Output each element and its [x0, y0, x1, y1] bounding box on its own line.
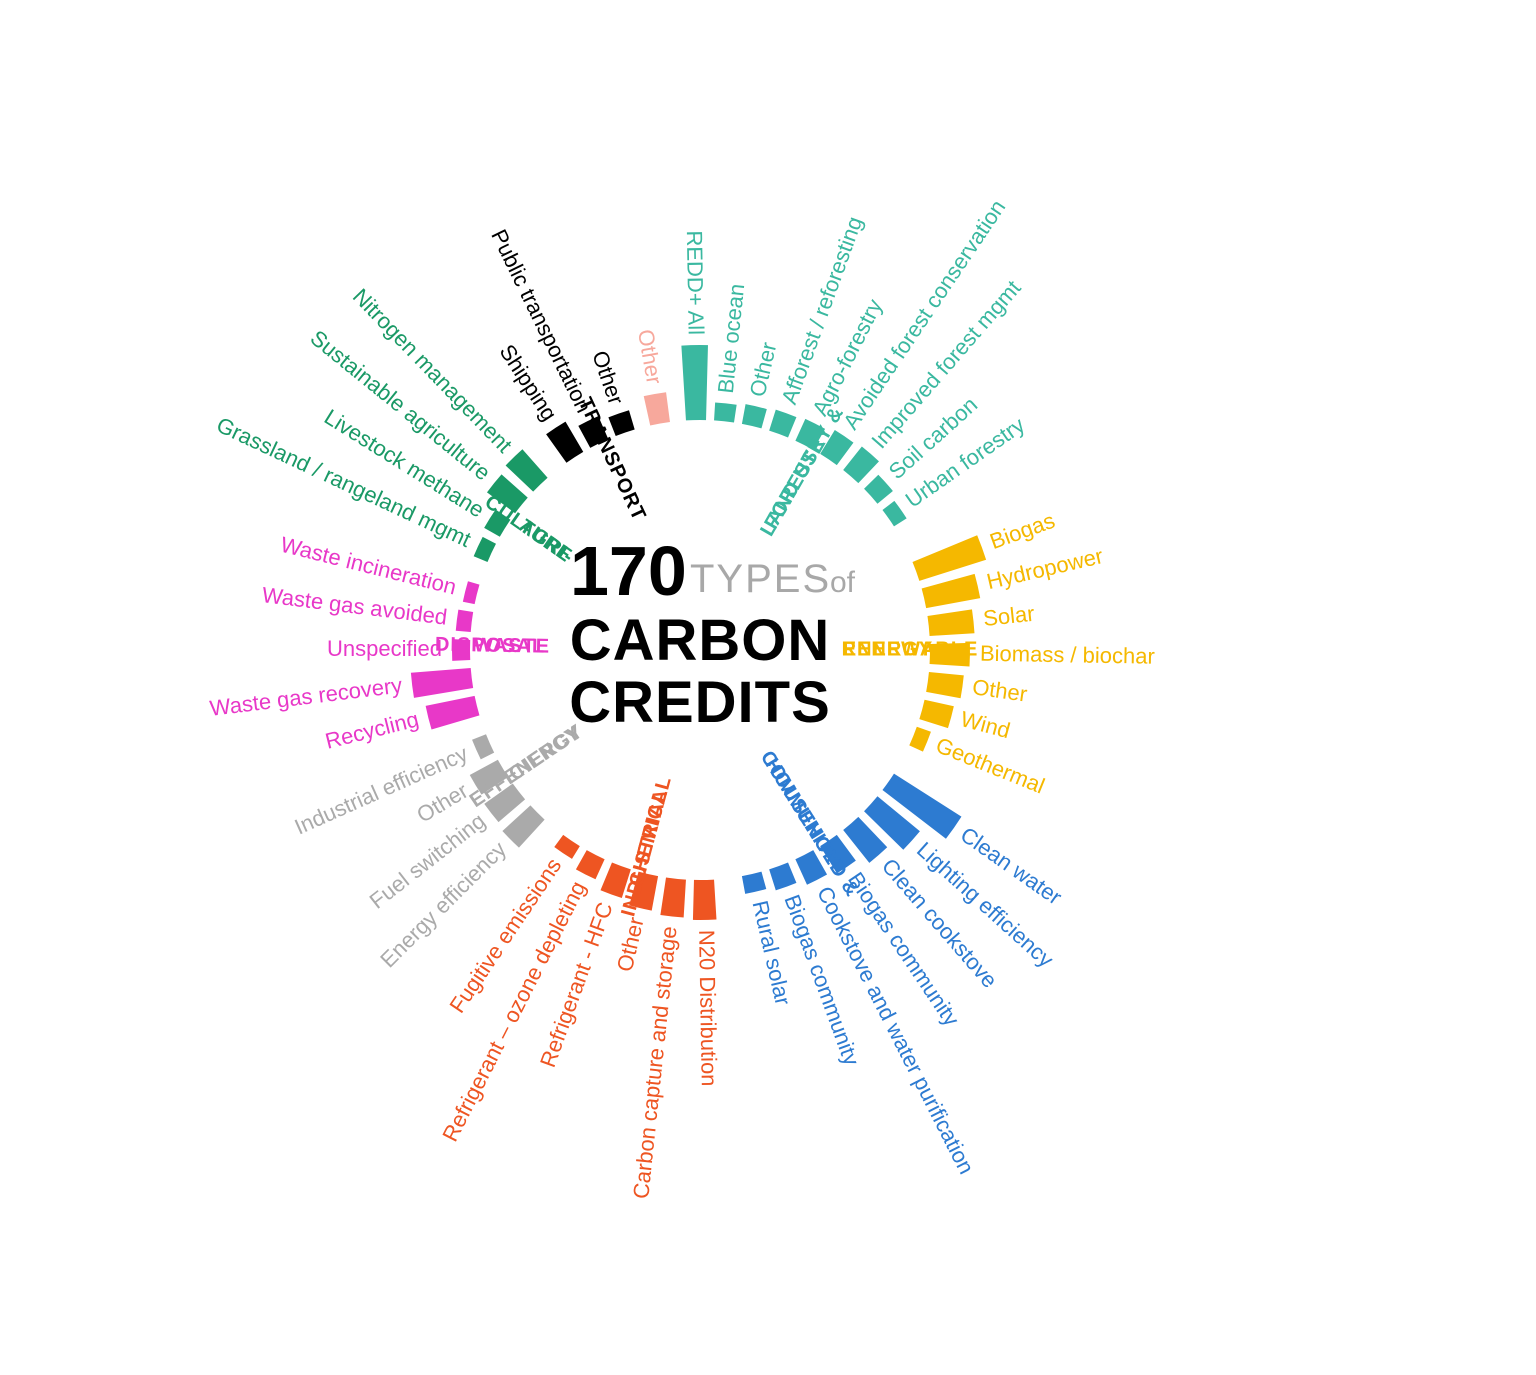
bar [463, 581, 480, 604]
center-of: of [830, 566, 856, 599]
category-label: COMMUNITY [756, 747, 845, 871]
bar [742, 404, 767, 428]
item-label: Biomass / biochar [980, 641, 1155, 669]
bar [576, 850, 605, 879]
bar [554, 835, 580, 859]
category-label: ENERGY [843, 638, 933, 660]
item-label: Waste gas recovery [208, 672, 403, 720]
bar [660, 877, 686, 917]
item-label: Recycling [323, 706, 422, 753]
center-number: 170 [570, 532, 687, 610]
item-label: Other [971, 674, 1029, 706]
bar [693, 880, 717, 920]
bar [714, 402, 737, 422]
bar [456, 610, 473, 632]
bar [742, 872, 766, 894]
item-label: Wind [958, 706, 1013, 743]
bar [644, 392, 670, 425]
item-label: Other [745, 340, 782, 399]
bar [681, 345, 708, 420]
center-line1: CARBON [570, 608, 831, 673]
bar [926, 672, 964, 698]
bar [474, 537, 496, 562]
item-label: Geothermal [932, 732, 1048, 798]
item-label: Unspecified [327, 636, 442, 661]
item-label: Other [633, 327, 667, 386]
carbon-credits-radial-chart: BiogasHydropowerSolarBiomass / biocharOt… [0, 0, 1536, 1375]
bar [912, 535, 986, 581]
bar [927, 609, 974, 636]
category-label: DISPOSAL [435, 634, 546, 658]
category-label: TRANSPORT [574, 394, 650, 524]
bar [922, 574, 981, 608]
bar [426, 696, 480, 730]
center-title: 170TYPESof CARBONCREDITS [569, 532, 855, 735]
bar [769, 862, 796, 890]
bar [411, 668, 473, 698]
item-label: Other [612, 915, 649, 974]
bar [864, 475, 893, 504]
bar [546, 422, 583, 463]
category-label: LAND USE [756, 434, 830, 540]
center-line2: CREDITS [569, 670, 831, 735]
bar [909, 727, 931, 752]
center-types: TYPES [690, 557, 831, 601]
item-label: Biogas [986, 508, 1058, 555]
item-label: Blue ocean [713, 282, 749, 394]
bar [882, 501, 906, 527]
bar [919, 700, 953, 728]
item-label: Solar [982, 601, 1036, 631]
item-label: N20 Distribution [694, 930, 722, 1087]
bar [843, 447, 879, 484]
bar [769, 410, 796, 438]
item-label: REDD+ All [682, 230, 709, 335]
bar [472, 734, 494, 759]
